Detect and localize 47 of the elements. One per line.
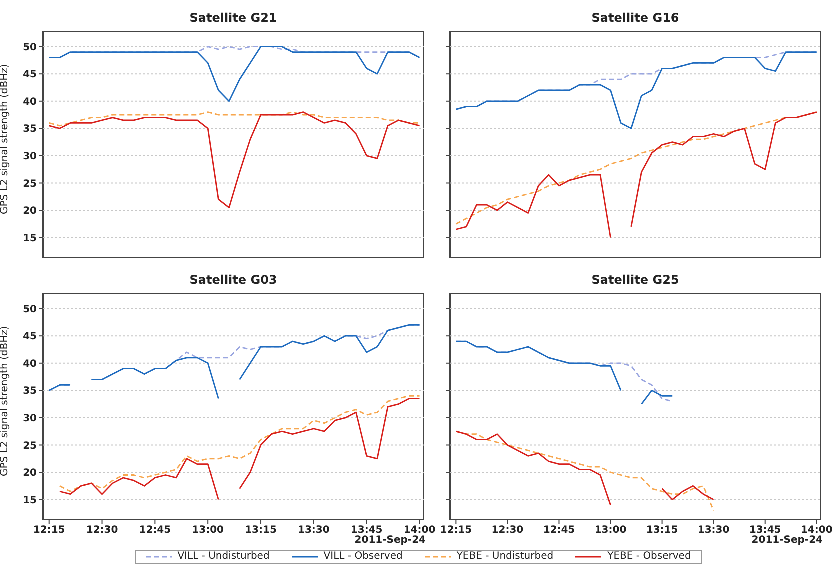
y-tick-label: 25 xyxy=(23,440,38,452)
y-tick-label: 25 xyxy=(23,178,38,190)
x-tick-label: 14:00 xyxy=(404,525,436,536)
x-tick-label: 13:30 xyxy=(698,525,730,536)
y-tick-label: 35 xyxy=(23,386,38,398)
y-tick-label: 40 xyxy=(23,358,38,370)
x-tick-label: 13:30 xyxy=(298,525,330,536)
y-tick-label: 30 xyxy=(23,152,38,163)
legend-label: YEBE - Observed xyxy=(608,551,692,563)
y-tick-label: 45 xyxy=(23,70,38,81)
line-series xyxy=(48,112,420,208)
legend-label: VILL - Observed xyxy=(324,551,403,563)
x-tick-label: 13:45 xyxy=(350,525,383,536)
x-tick-label: 13:15 xyxy=(646,525,678,536)
x-tick-label: 14:00 xyxy=(800,525,833,536)
x-tick-label: 12:30 xyxy=(492,525,524,536)
x-tick-label: 13:45 xyxy=(749,525,782,536)
x-tick-label: 13:00 xyxy=(594,525,627,536)
line-series xyxy=(48,112,420,127)
y-tick-label: 40 xyxy=(23,96,38,108)
legend-label: VILL - Undisturbed xyxy=(178,551,270,563)
x-tick-label: 13:15 xyxy=(245,525,277,536)
text: 2011-Sep-24 xyxy=(752,535,823,546)
x-tick-label: 12:45 xyxy=(139,525,172,536)
chart-title: Satellite G25 xyxy=(590,273,680,287)
x-tick-label: 12:30 xyxy=(86,525,118,536)
chart-title: Satellite G16 xyxy=(590,11,680,25)
chart-title: Satellite G03 xyxy=(188,273,278,287)
y-tick-label: 15 xyxy=(23,495,38,506)
y-axis-title: GPS L2 signal strength (dBHz) xyxy=(0,326,11,476)
y-tick-label: 15 xyxy=(23,233,38,244)
y-tick-label: 45 xyxy=(23,332,38,343)
y-tick-label: 20 xyxy=(23,468,38,480)
text: 2011-Sep-24 xyxy=(354,535,426,546)
y-tick-label: 50 xyxy=(23,304,38,316)
x-tick-label: 12:15 xyxy=(33,525,66,536)
y-tick-label: 50 xyxy=(23,42,38,54)
y-tick-label: 30 xyxy=(23,414,38,425)
y-axis-title: GPS L2 signal strength (dBHz) xyxy=(0,64,11,214)
line-series xyxy=(48,46,420,102)
chart-title: Satellite G21 xyxy=(188,11,278,25)
x-tick-label: 12:15 xyxy=(440,525,472,536)
legend-label: YEBE - Undisturbed xyxy=(456,551,554,563)
x-tick-label: 13:00 xyxy=(192,525,224,536)
y-tick-label: 35 xyxy=(23,124,38,136)
x-tick-label: 12:45 xyxy=(543,525,576,536)
y-tick-label: 20 xyxy=(23,206,38,218)
